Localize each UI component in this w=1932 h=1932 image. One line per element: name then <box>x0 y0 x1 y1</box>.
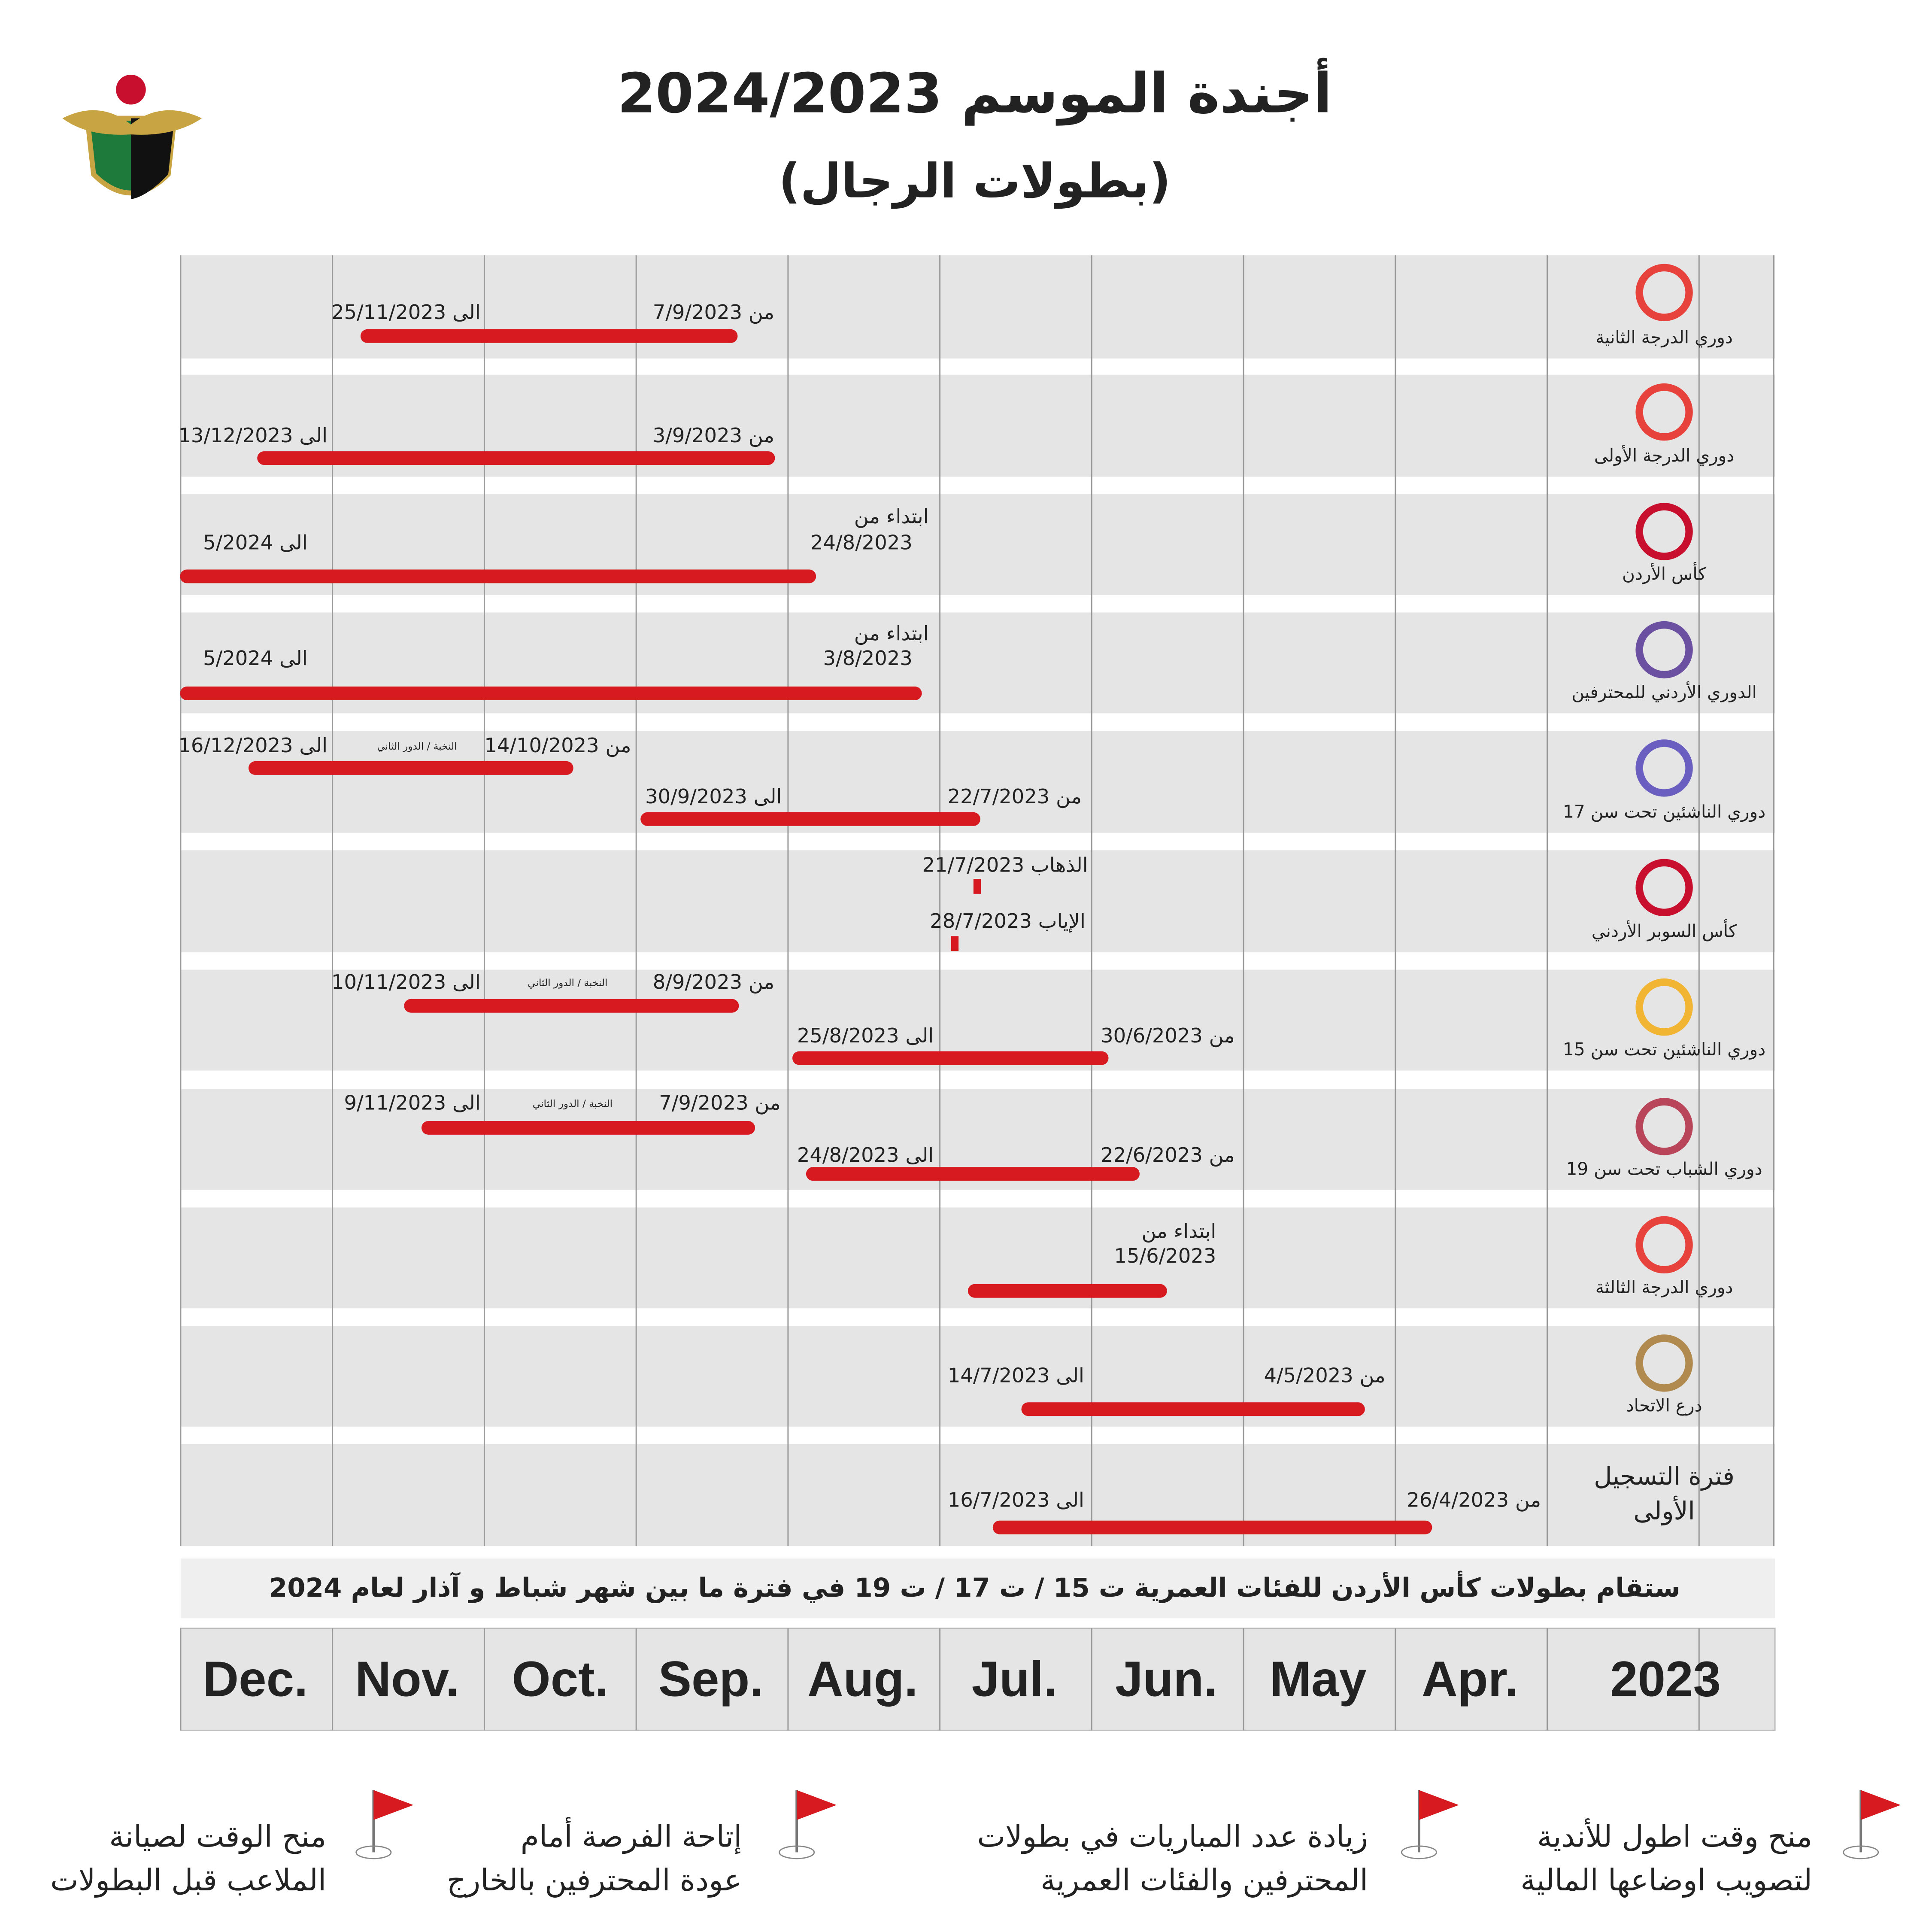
title: أجندة الموسم 2024/2023 <box>617 58 1332 125</box>
month-label: Oct. <box>512 1651 609 1707</box>
month-label: Apr. <box>1422 1651 1519 1707</box>
row-logo <box>1635 383 1693 441</box>
row-name: دوري الناشئين تحت سن 15 <box>1563 1039 1765 1060</box>
date-label: الى 10/11/2023 <box>331 970 481 993</box>
row-logo <box>1635 503 1693 560</box>
month-label: Jun. <box>1115 1651 1217 1707</box>
row-logo <box>1635 1098 1693 1155</box>
date-label: الى 16/12/2023 <box>178 734 328 757</box>
footer-text: إتاحة الفرصة أمام <box>521 1817 742 1854</box>
row-name: كأس الأردن <box>1622 562 1707 584</box>
phase-label: النخبة / الدور الثاني <box>528 977 607 989</box>
flag-base <box>355 1845 392 1859</box>
phase-label: النخبة / الدور الثاني <box>533 1098 613 1109</box>
phase-label: النخبة / الدور الثاني <box>377 741 457 752</box>
row-logo <box>1635 1334 1693 1392</box>
date-label: من 26/4/2023 <box>1407 1488 1541 1512</box>
flag <box>797 1790 837 1820</box>
date-label: الذهاب 21/7/2023 <box>922 854 1088 877</box>
footer-text: لتصويب اوضاعها المالية <box>1520 1863 1812 1898</box>
date-label: ابتداء من <box>854 622 929 645</box>
logo <box>62 74 202 199</box>
date-label: الى 30/9/2023 <box>645 785 782 808</box>
date-label: 15/6/2023 <box>1114 1244 1216 1267</box>
month-label: Jul. <box>972 1651 1058 1707</box>
month-label: May <box>1270 1651 1367 1707</box>
row-logo <box>1635 859 1693 917</box>
date-label: من 7/9/2023 <box>653 301 774 324</box>
date-label: من 7/9/2023 <box>659 1091 780 1115</box>
flag <box>373 1790 414 1820</box>
date-label: من 22/7/2023 <box>947 785 1082 808</box>
row-logo <box>1635 739 1693 797</box>
date-label: الى 5/2024 <box>203 531 308 554</box>
period-bar <box>951 936 959 951</box>
row-logo <box>1635 621 1693 679</box>
date-label: ابتداء من <box>1142 1219 1216 1243</box>
flag-base <box>1401 1845 1437 1859</box>
date-label: الى 25/8/2023 <box>797 1024 934 1047</box>
row-name: فترة التسجيل <box>1594 1461 1735 1491</box>
footer-text: المحترفين والفئات العمرية <box>1040 1863 1368 1898</box>
date-label: الى 16/7/2023 <box>948 1488 1084 1511</box>
footer-text: منح الوقت لصيانة <box>109 1820 326 1854</box>
flag <box>1419 1790 1459 1820</box>
period-bar <box>973 879 981 894</box>
month-band <box>180 1628 1776 1731</box>
flag-base <box>779 1845 815 1859</box>
footer-text: الملاعب قبل البطولات <box>50 1863 326 1898</box>
date-label: من 3/9/2023 <box>653 424 774 447</box>
date-label: ابتداء من <box>854 505 929 529</box>
row-name: دوري الدرجة الأولى <box>1594 445 1734 466</box>
date-label: من 4/5/2023 <box>1264 1364 1385 1387</box>
row-band <box>180 1444 1775 1546</box>
row-name: الأولى <box>1634 1496 1695 1526</box>
footer-text: زيادة عدد المباريات في بطولات <box>977 1820 1368 1854</box>
row-name: الدوري الأردني للمحترفين <box>1571 681 1757 702</box>
row-band <box>180 850 1775 953</box>
row-name: كأس السوبر الأردني <box>1592 919 1737 942</box>
row-name: دوري الدرجة الثانية <box>1595 327 1733 348</box>
date-label: الى 13/12/2023 <box>178 424 328 447</box>
footer-text: عودة المحترفين بالخارج <box>447 1863 742 1898</box>
date-label: الى 5/2024 <box>203 647 308 670</box>
date-label: الى 25/11/2023 <box>331 301 481 324</box>
month-label: Aug. <box>807 1651 918 1707</box>
row-name: دوري الدرجة الثالثة <box>1595 1277 1733 1297</box>
note-band <box>180 1558 1775 1619</box>
row-logo <box>1635 978 1693 1036</box>
flag <box>1861 1790 1901 1820</box>
month-label: Nov. <box>355 1651 459 1707</box>
row-name: دوري الناشئين تحت سن 17 <box>1563 801 1765 822</box>
month-label: Dec. <box>203 1651 308 1707</box>
subtitle: (بطولات الرجال) <box>779 153 1171 209</box>
note: ستقام بطولات كأس الأردن للفئات العمرية ت… <box>269 1571 1680 1603</box>
date-label: من 14/10/2023 <box>484 734 631 757</box>
row-name: درع الاتحاد <box>1626 1395 1702 1416</box>
row-logo <box>1635 1216 1693 1274</box>
row-name: دوري الشباب تحت سن 19 <box>1566 1159 1762 1179</box>
date-label: الى 9/11/2023 <box>344 1091 480 1114</box>
month-label: Sep. <box>658 1651 764 1707</box>
flag-base <box>1843 1845 1879 1859</box>
date-label: 3/8/2023 <box>823 647 913 670</box>
date-label: من 8/9/2023 <box>653 970 774 994</box>
date-label: الى 14/7/2023 <box>948 1364 1084 1387</box>
row-logo <box>1635 264 1693 322</box>
date-label: من 22/6/2023 <box>1101 1143 1235 1167</box>
date-label: من 30/6/2023 <box>1101 1024 1235 1048</box>
date-label: الى 24/8/2023 <box>797 1143 934 1166</box>
footer-text: منح وقت اطول للأندية <box>1537 1818 1812 1854</box>
date-label: 24/8/2023 <box>810 531 913 554</box>
row-band <box>180 1325 1775 1427</box>
date-label: الإياب 28/7/2023 <box>930 909 1086 933</box>
month-label: 2023 <box>1610 1651 1721 1707</box>
